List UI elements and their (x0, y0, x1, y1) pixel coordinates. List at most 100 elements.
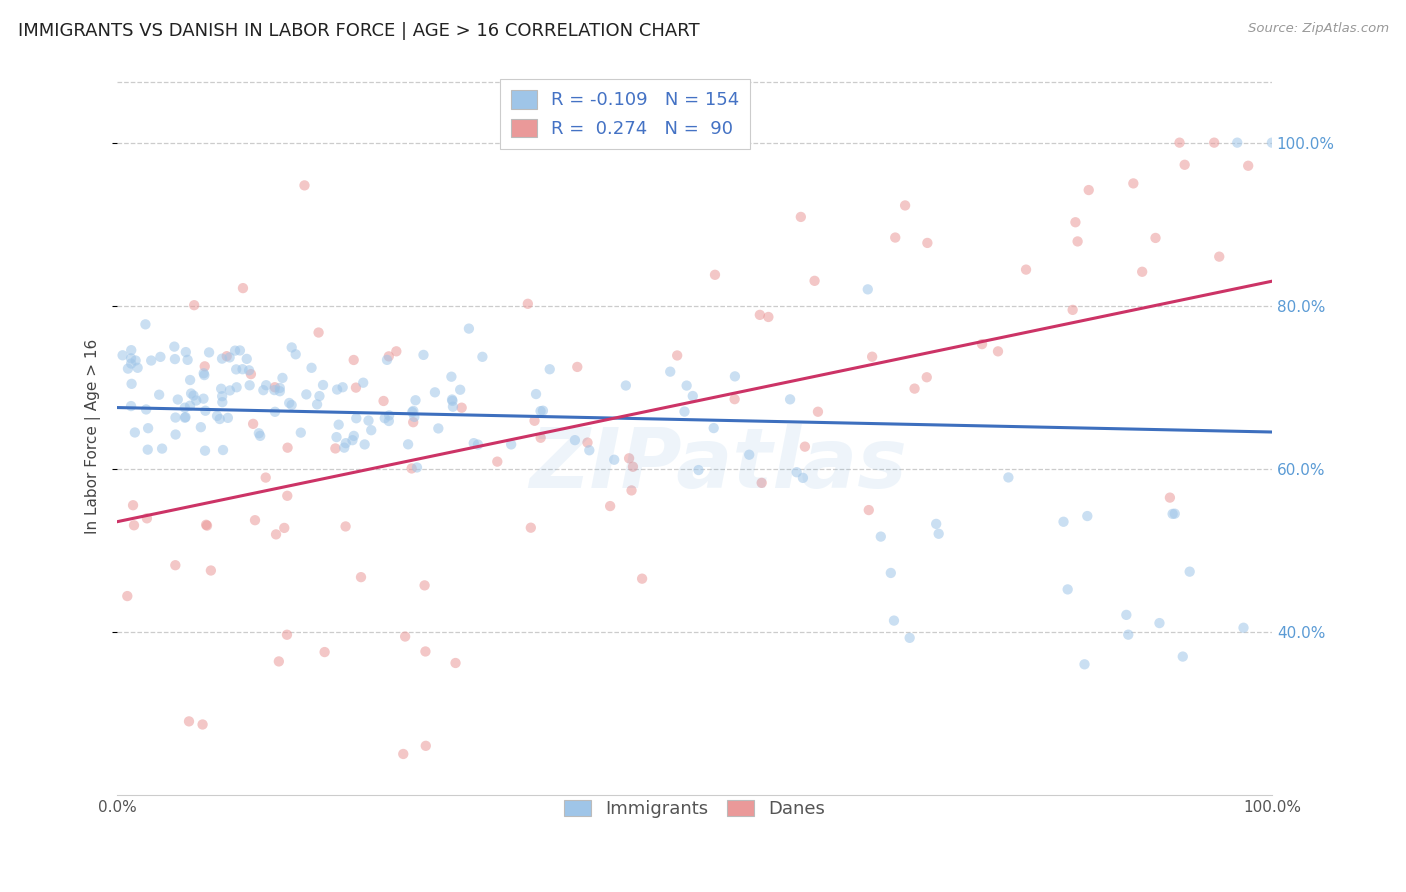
Point (413, 578, 436, 592)
Point (807, 405, 830, 419)
Point (903, 382, 925, 396)
Point (264, 527, 287, 541)
Point (247, 426, 270, 441)
Point (173, 401, 195, 415)
Point (1077, 183, 1099, 197)
Point (925, 516, 948, 531)
Point (1178, 565, 1201, 579)
Point (724, 369, 747, 384)
Point (449, 383, 471, 397)
Point (209, 382, 232, 396)
Point (894, 198, 917, 212)
Point (704, 268, 727, 282)
Point (122, 498, 145, 512)
Point (1161, 507, 1184, 521)
Point (360, 423, 382, 437)
Point (599, 499, 621, 513)
Point (917, 235, 939, 250)
Point (121, 376, 143, 391)
Point (682, 389, 704, 403)
Point (252, 383, 274, 397)
Point (1164, 507, 1187, 521)
Text: ZIPatlas: ZIPatlas (529, 425, 907, 505)
Point (295, 387, 318, 401)
Point (1159, 491, 1181, 505)
Point (578, 443, 600, 458)
Point (195, 518, 218, 533)
Point (1122, 177, 1144, 191)
Point (567, 359, 589, 374)
Point (194, 359, 217, 374)
Point (212, 443, 235, 458)
Point (405, 393, 427, 408)
Point (238, 363, 260, 377)
Point (631, 572, 654, 586)
Point (441, 400, 464, 414)
Point (280, 398, 302, 412)
Point (117, 589, 139, 603)
Point (163, 352, 186, 367)
Point (529, 404, 551, 418)
Point (276, 489, 298, 503)
Point (378, 414, 401, 428)
Point (412, 348, 434, 362)
Point (375, 352, 398, 367)
Point (401, 405, 423, 419)
Point (243, 513, 266, 527)
Point (1052, 515, 1074, 529)
Point (803, 274, 825, 288)
Point (406, 460, 429, 475)
Point (111, 348, 134, 362)
Point (249, 429, 271, 443)
Point (242, 417, 264, 431)
Point (198, 345, 221, 359)
Point (915, 370, 938, 384)
Point (1066, 235, 1088, 249)
Point (883, 614, 905, 628)
Point (970, 337, 993, 351)
Point (176, 352, 198, 367)
Point (357, 413, 380, 427)
Point (165, 427, 187, 442)
Point (235, 351, 257, 366)
Point (301, 360, 323, 375)
Point (344, 381, 367, 395)
Point (231, 362, 253, 376)
Point (135, 402, 157, 417)
Point (1116, 628, 1139, 642)
Point (278, 396, 301, 410)
Point (335, 519, 357, 533)
Point (1204, 136, 1226, 150)
Point (1064, 215, 1087, 229)
Point (373, 394, 395, 409)
Point (603, 452, 626, 467)
Point (860, 350, 883, 364)
Point (263, 383, 285, 397)
Point (120, 351, 142, 366)
Point (344, 411, 367, 425)
Point (267, 655, 290, 669)
Point (1015, 262, 1038, 277)
Point (177, 714, 200, 729)
Point (150, 442, 173, 456)
Point (179, 399, 201, 413)
Point (254, 470, 277, 484)
Point (239, 378, 262, 392)
Point (325, 442, 347, 456)
Point (211, 351, 233, 366)
Point (898, 631, 921, 645)
Text: Source: ZipAtlas.com: Source: ZipAtlas.com (1249, 22, 1389, 36)
Point (173, 410, 195, 425)
Point (273, 521, 295, 535)
Point (122, 518, 145, 533)
Point (564, 433, 586, 447)
Point (343, 353, 366, 368)
Point (195, 517, 218, 532)
Point (218, 351, 240, 365)
Point (402, 404, 425, 418)
Point (1208, 250, 1230, 264)
Point (1237, 159, 1260, 173)
Point (516, 297, 538, 311)
Point (326, 383, 349, 397)
Point (163, 340, 186, 354)
